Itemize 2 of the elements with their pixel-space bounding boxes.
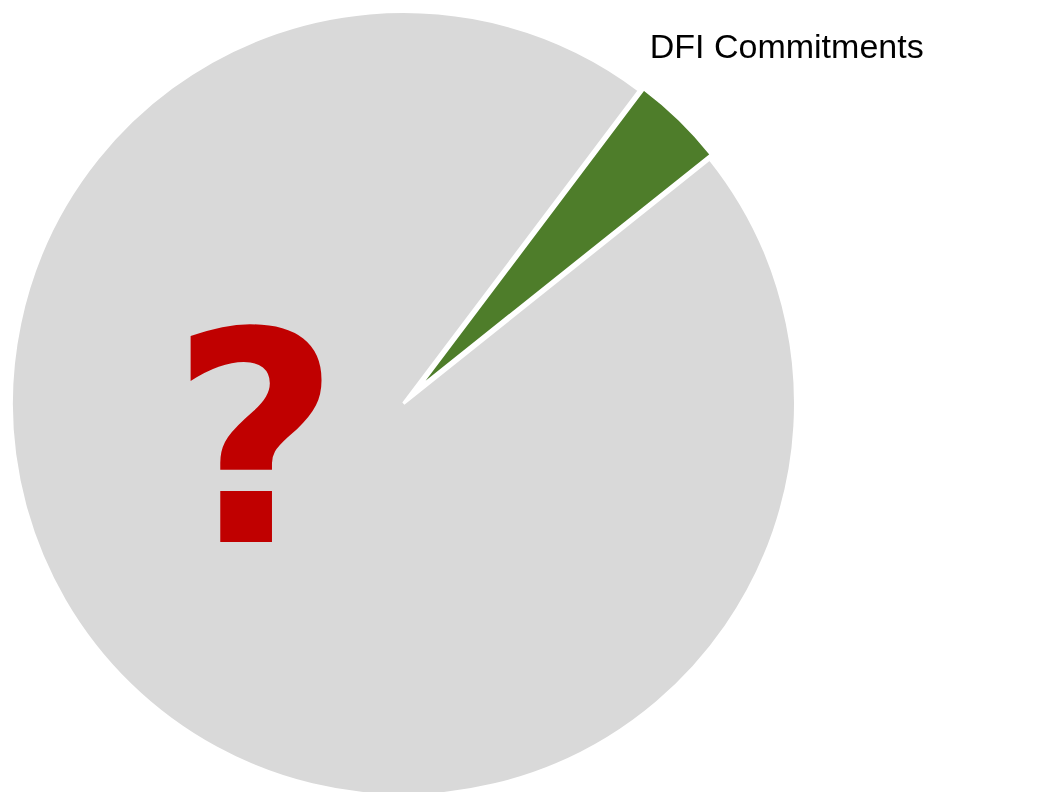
slice-label: DFI Commitments	[649, 26, 924, 65]
text: ?	[170, 270, 341, 611]
